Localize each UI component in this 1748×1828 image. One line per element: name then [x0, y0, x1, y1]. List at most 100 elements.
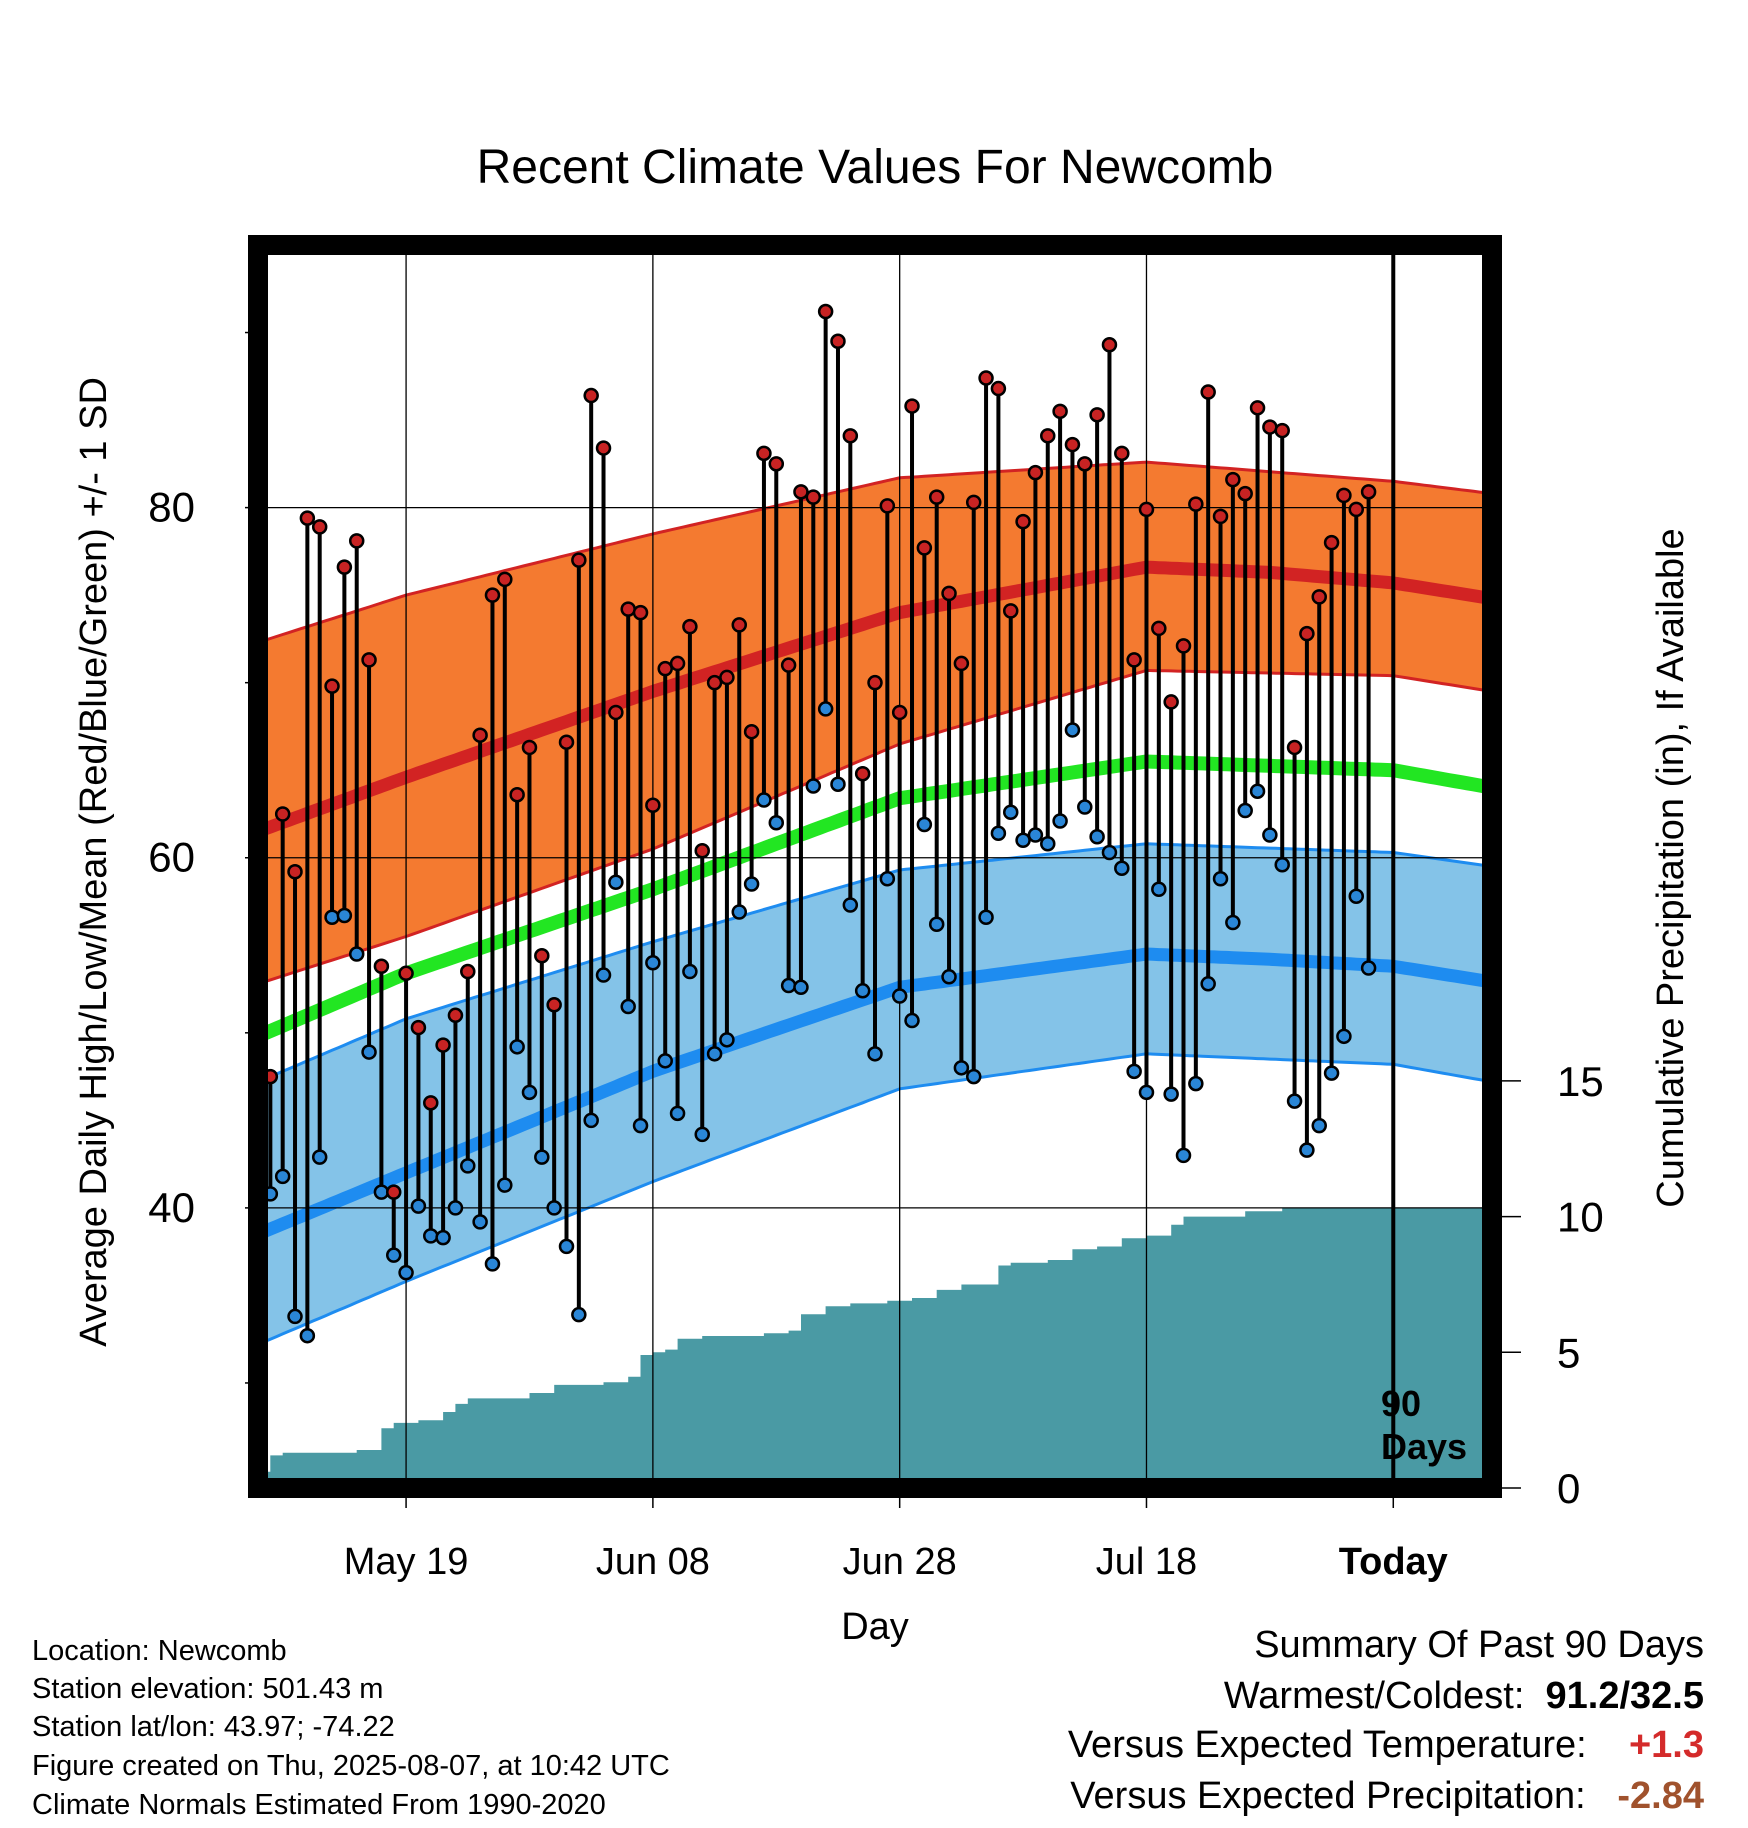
daily-low-point [657, 1053, 673, 1069]
daily-high-point [299, 510, 316, 526]
daily-low-point [1101, 844, 1118, 861]
daily-low-point [1089, 828, 1105, 845]
daily-low-point [1163, 1086, 1179, 1102]
daily-high-point [978, 370, 994, 386]
precipitation-label: Versus Expected Precipitation: [1070, 1775, 1586, 1817]
daily-low-point [805, 778, 822, 794]
daily-low-point [410, 1198, 427, 1214]
daily-low-point [1360, 960, 1377, 976]
temperature-label: Versus Expected Temperature: [1067, 1724, 1587, 1766]
daily-high-point [891, 704, 908, 721]
daily-high-point [534, 948, 550, 964]
daily-high-point [694, 842, 710, 859]
daily-high-point [793, 484, 809, 500]
daily-high-point [484, 587, 501, 603]
daily-high-point [583, 387, 599, 404]
daily-high-point [743, 723, 760, 740]
chart-title: Recent Climate Values For Newcomb [477, 141, 1274, 194]
daily-low-point [1311, 1117, 1327, 1134]
daily-high-point [669, 655, 686, 672]
daily-low-point [1348, 888, 1365, 905]
daily-low-point [1212, 871, 1229, 887]
y-right-tick-label: 5 [1557, 1329, 1580, 1376]
daily-low-point [1225, 914, 1241, 931]
daily-low-point [879, 871, 896, 887]
daily-high-point [1200, 384, 1216, 400]
daily-low-point [1064, 722, 1081, 738]
daily-low-point [1237, 802, 1253, 819]
daily-low-point [941, 969, 957, 985]
daily-low-point [348, 946, 365, 962]
daily-low-point [978, 909, 994, 926]
daily-low-point [1138, 1084, 1155, 1101]
daily-low-point [731, 904, 748, 920]
daily-high-point [1348, 501, 1365, 518]
daily-high-point [1286, 739, 1303, 756]
y-axis-right-label: Cumulative Precipitation (in), If Availa… [1650, 528, 1692, 1207]
daily-low-point [311, 1149, 328, 1165]
daily-low-point [361, 1044, 377, 1060]
daily-high-point [1249, 400, 1266, 416]
x-tick-label: Jul 18 [1096, 1541, 1197, 1583]
daily-high-point [620, 601, 636, 617]
daily-high-point [311, 519, 328, 535]
daily-high-point [780, 657, 797, 673]
daily-low-point [447, 1200, 464, 1216]
daily-low-point [706, 1046, 723, 1062]
daily-high-point [682, 618, 698, 635]
daily-low-point [842, 897, 859, 913]
daily-high-point [497, 571, 513, 588]
daily-low-point [719, 1032, 735, 1048]
x-tick-label: Jun 08 [596, 1541, 710, 1583]
y-left-tick-label: 80 [148, 484, 195, 531]
precipitation-area [262, 1208, 1488, 1484]
daily-high-point [274, 806, 291, 822]
daily-low-point [435, 1229, 451, 1246]
daily-high-point [571, 552, 587, 568]
daily-low-point [768, 814, 785, 831]
daily-high-point [990, 380, 1007, 397]
daily-low-point [743, 876, 760, 892]
daily-low-point [1077, 799, 1093, 815]
daily-low-point [460, 1158, 476, 1174]
daily-high-point [904, 398, 920, 414]
daily-low-point [1151, 881, 1167, 898]
x-tick-label: Today [1339, 1541, 1448, 1583]
daily-low-point [1188, 1075, 1204, 1092]
daily-low-point [682, 963, 698, 980]
daily-low-point [385, 1247, 402, 1263]
daily-high-point [1299, 625, 1315, 642]
daily-low-point [595, 967, 612, 983]
daily-low-point [299, 1327, 316, 1344]
info-location: Location: Newcomb [32, 1635, 287, 1667]
daily-low-point [274, 1168, 291, 1185]
daily-low-point [558, 1238, 575, 1255]
plot-frame [248, 235, 1502, 1498]
daily-low-point [336, 907, 353, 924]
info-created: Figure created on Thu, 2025-08-07, at 10… [32, 1750, 670, 1782]
daily-high-point [435, 1037, 451, 1053]
daily-high-point [348, 533, 365, 549]
daily-low-point [928, 916, 945, 933]
daily-low-point [1286, 1093, 1303, 1109]
daily-low-point [398, 1264, 414, 1281]
daily-low-point [472, 1214, 488, 1230]
daily-low-point [1274, 856, 1290, 873]
daily-high-point [830, 333, 846, 350]
daily-low-point [1002, 804, 1019, 820]
info-latlon: Station lat/lon: 43.97; -74.22 [32, 1711, 395, 1743]
info-normals: Climate Normals Estimated From 1990-2020 [32, 1789, 606, 1821]
daily-low-point [1200, 976, 1216, 992]
daily-high-point [1188, 496, 1204, 512]
x-tick-label: May 19 [344, 1541, 469, 1583]
daily-low-point [830, 776, 846, 792]
daily-low-point [1175, 1147, 1192, 1164]
daily-high-point [1089, 407, 1105, 423]
daily-low-point [1114, 860, 1130, 877]
x-tick-label: Jun 28 [843, 1541, 957, 1583]
daily-low-point [287, 1308, 303, 1325]
daily-low-point [1040, 835, 1056, 852]
daily-low-point [1027, 827, 1044, 843]
precipitation-value: -2.84 [1617, 1775, 1704, 1817]
